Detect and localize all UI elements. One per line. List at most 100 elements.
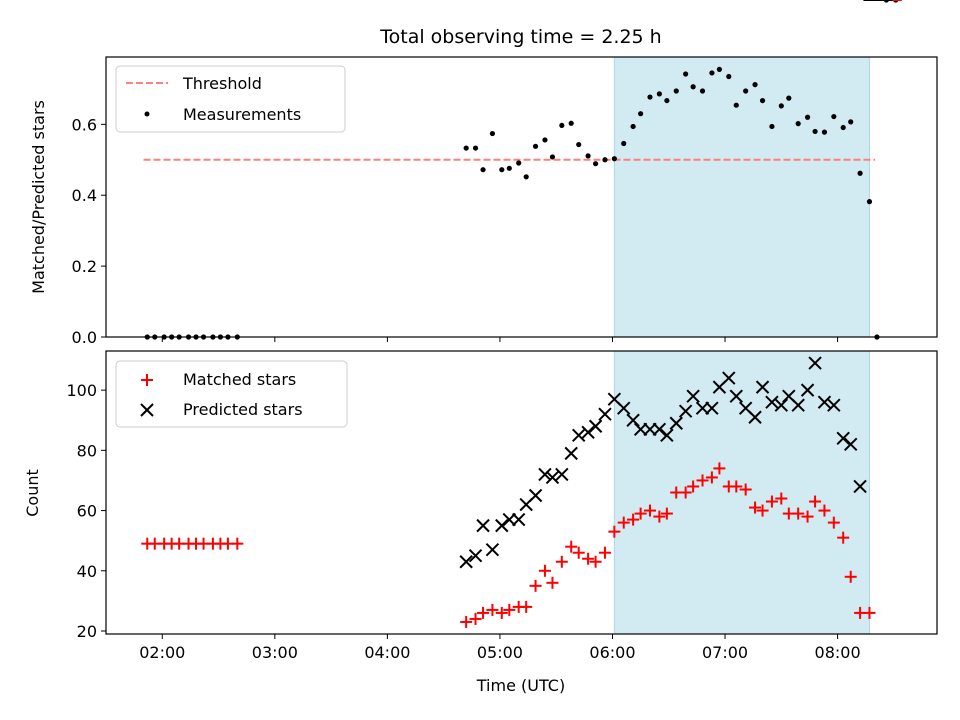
measurements-legend-marker <box>144 111 150 117</box>
predicted-star-point <box>836 431 850 446</box>
predicted-legend-label: Predicted stars <box>183 400 303 419</box>
measurement-point <box>592 161 599 167</box>
bottom-count-points <box>141 0 902 628</box>
bottom-y-tick-label: 20 <box>77 622 97 641</box>
bottom-legend-box <box>115 360 348 428</box>
matched-star-point <box>546 576 559 589</box>
bottom-y-tick-label: 80 <box>77 441 97 460</box>
predicted-star-point <box>660 428 674 443</box>
top-highlight-span <box>613 56 870 338</box>
measurement-point <box>716 66 723 73</box>
matched-star-point <box>469 612 482 625</box>
measurement-point <box>795 121 801 127</box>
predicted-star-point <box>800 383 815 397</box>
predicted-star-point <box>564 446 578 461</box>
predicted-star-point <box>827 398 841 412</box>
measurement-point <box>532 143 539 149</box>
predicted-star-point <box>468 549 483 563</box>
bottom-legend: Matched stars Predicted stars <box>115 360 348 428</box>
measurement-point <box>638 111 644 117</box>
matched-star-point <box>634 507 647 520</box>
matched-star-point <box>863 606 876 619</box>
measurement-point <box>489 130 496 137</box>
top-y-tick-label: 0.6 <box>72 115 97 134</box>
predicted-star-point <box>817 395 832 409</box>
matched-star-point <box>477 606 490 619</box>
measurement-point <box>647 94 653 100</box>
predicted-star-point <box>617 401 631 415</box>
bottom-y-tick-label: 100 <box>66 381 97 400</box>
matched-star-point <box>844 570 857 583</box>
bottom-y-tick-label: 60 <box>77 502 97 521</box>
predicted-star-point <box>598 407 612 421</box>
predicted-star-point <box>808 356 822 370</box>
measurement-point <box>812 128 818 135</box>
top-x-ticks <box>161 337 839 342</box>
matched-star-point <box>643 504 656 517</box>
predicted-star-point <box>485 542 500 557</box>
measurement-point <box>857 170 863 176</box>
bottom-y-tick-label: 40 <box>77 562 97 581</box>
measurement-point <box>559 122 565 129</box>
matched-star-point <box>827 516 840 529</box>
x-tick-label: 08:00 <box>815 643 861 662</box>
measurement-point <box>630 123 636 130</box>
top-y-axis-label: Matched/Predicted stars <box>29 100 48 294</box>
matched-legend-marker <box>141 374 153 386</box>
matched-star-point <box>660 507 673 520</box>
predicted-star-point <box>652 422 667 436</box>
top-measurement-points <box>144 0 899 340</box>
measurement-point <box>621 140 627 147</box>
predicted-star-point <box>626 413 640 427</box>
measurement-point <box>752 82 758 88</box>
measurement-point <box>759 97 766 104</box>
bottom-axes-frame <box>105 350 938 635</box>
matched-star-point <box>818 504 831 517</box>
bottom-panel: 02:00 03:00 04:00 05:00 06:00 07:00 08:00 20 40… <box>23 0 938 695</box>
matched-star-point <box>739 483 752 496</box>
measurement-point <box>472 145 479 151</box>
measurement-point <box>664 97 670 104</box>
measurement-point <box>699 88 706 94</box>
measurement-point <box>733 102 739 108</box>
bottom-span-rect <box>613 350 870 635</box>
measurement-point <box>602 157 608 163</box>
predicted-star-point <box>511 512 526 527</box>
matched-star-point <box>520 600 533 613</box>
measurement-point <box>778 103 784 109</box>
predicted-star-point <box>853 479 867 494</box>
measurements-legend-label: Measurements <box>183 105 301 124</box>
predicted-star-point <box>791 398 805 412</box>
top-legend-box <box>115 65 346 133</box>
matched-legend-label: Matched stars <box>183 370 296 389</box>
top-legend: Threshold Measurements <box>115 65 346 133</box>
matched-star-point <box>486 603 499 616</box>
measurement-point <box>656 91 662 97</box>
predicted-star-point <box>678 404 693 418</box>
x-tick-label: 06:00 <box>589 643 635 662</box>
measurement-point <box>576 141 582 148</box>
top-span-rect <box>613 56 870 338</box>
x-axis-label: Time (UTC) <box>476 676 565 695</box>
predicted-star-point <box>459 555 473 569</box>
matched-star-point <box>687 480 700 493</box>
matched-star-point <box>730 480 743 493</box>
matched-star-point <box>598 546 611 559</box>
x-tick-label: 03:00 <box>252 643 298 662</box>
bottom-y-axis-label: Count <box>23 469 42 517</box>
predicted-star-point <box>581 425 595 439</box>
measurement-point <box>499 167 505 173</box>
matched-star-point <box>775 492 788 505</box>
matched-star-point <box>679 486 692 499</box>
top-axes-frame <box>105 56 938 338</box>
measurement-point <box>480 167 486 173</box>
predicted-star-point <box>555 467 569 482</box>
matched-star-point <box>582 552 595 565</box>
matched-star-point <box>809 495 822 508</box>
measurement-point <box>769 123 775 130</box>
measurement-point <box>840 124 846 131</box>
predicted-star-point <box>755 380 770 394</box>
x-tick-label: 02:00 <box>139 643 185 662</box>
predicted-star-point <box>722 371 736 385</box>
predicted-star-point <box>705 401 719 415</box>
